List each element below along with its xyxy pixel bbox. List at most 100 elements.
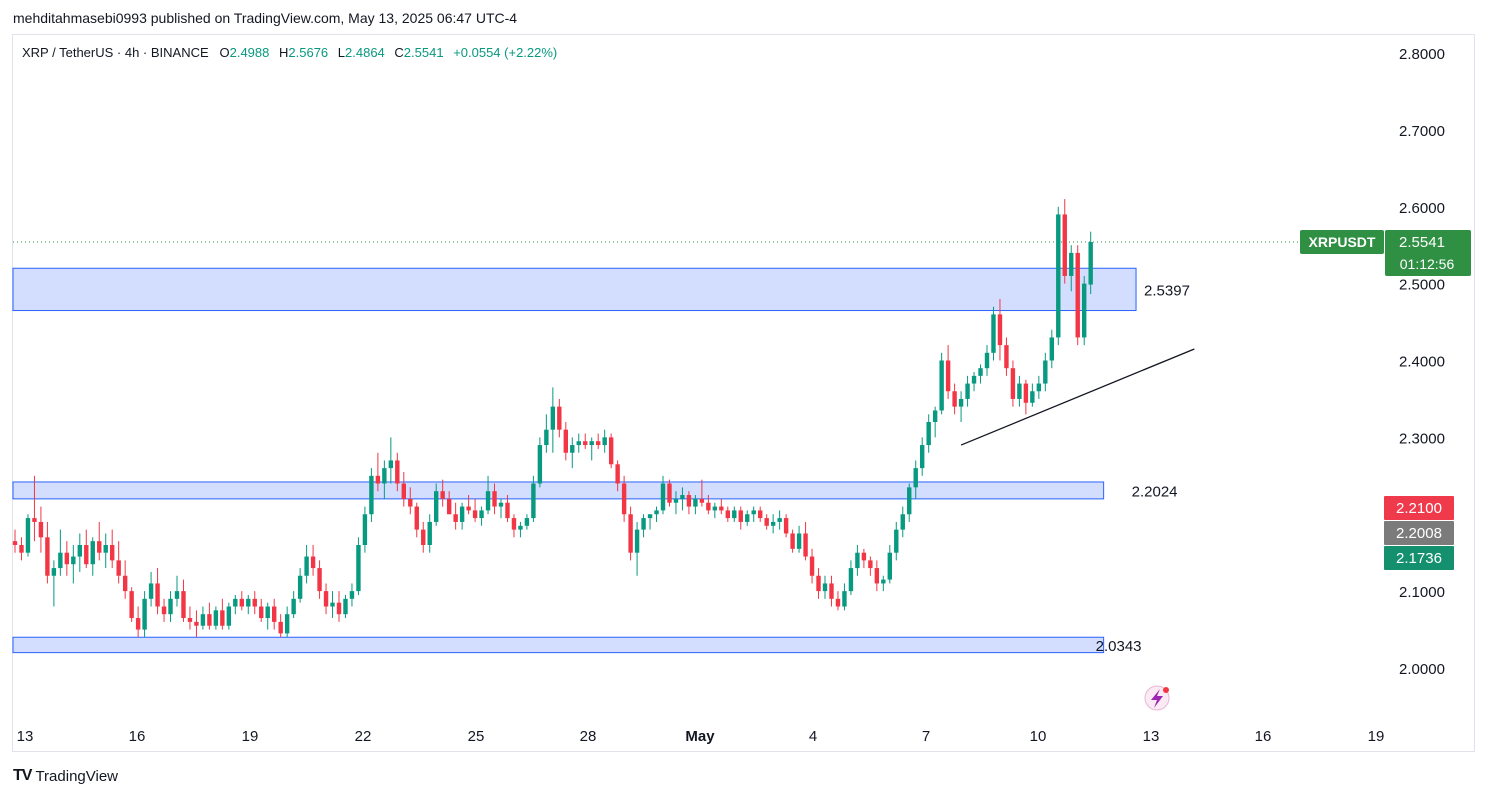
candle-body[interactable] bbox=[706, 502, 711, 511]
candle-body[interactable] bbox=[803, 533, 808, 557]
candle-body[interactable] bbox=[200, 614, 206, 626]
candle-body[interactable] bbox=[148, 583, 154, 599]
candle-body[interactable] bbox=[764, 518, 769, 526]
candle-body[interactable] bbox=[751, 510, 756, 515]
candle-body[interactable] bbox=[1010, 368, 1016, 399]
candle-body[interactable] bbox=[634, 529, 640, 553]
candle-body[interactable] bbox=[842, 591, 847, 607]
candle-body[interactable] bbox=[1049, 337, 1054, 361]
candle-body[interactable] bbox=[654, 510, 659, 515]
candle-body[interactable] bbox=[1062, 214, 1067, 276]
candle-body[interactable] bbox=[45, 537, 50, 576]
candle-body[interactable] bbox=[388, 460, 394, 469]
candle-body[interactable] bbox=[531, 483, 536, 519]
candle-body[interactable] bbox=[932, 410, 938, 422]
candle-body[interactable] bbox=[1069, 252, 1074, 276]
candle-body[interactable] bbox=[135, 618, 141, 630]
candle-body[interactable] bbox=[129, 591, 134, 619]
candle-body[interactable] bbox=[161, 606, 167, 615]
candle-body[interactable] bbox=[868, 560, 873, 569]
candle-body[interactable] bbox=[894, 529, 899, 553]
candle-body[interactable] bbox=[900, 514, 905, 530]
candle-body[interactable] bbox=[712, 506, 718, 511]
candle-body[interactable] bbox=[583, 441, 588, 446]
candle-body[interactable] bbox=[699, 498, 705, 503]
candle-body[interactable] bbox=[557, 406, 562, 430]
trendline[interactable] bbox=[960, 348, 1195, 446]
symbol-name[interactable]: XRP / TetherUS · 4h · BINANCE bbox=[22, 45, 209, 60]
candle-body[interactable] bbox=[207, 614, 212, 626]
candle-body[interactable] bbox=[453, 514, 458, 522]
candle-body[interactable] bbox=[939, 360, 944, 411]
candle-body[interactable] bbox=[809, 556, 815, 576]
candle-body[interactable] bbox=[310, 556, 316, 569]
candle-body[interactable] bbox=[90, 541, 95, 565]
candle-body[interactable] bbox=[304, 556, 309, 576]
candle-body[interactable] bbox=[291, 598, 296, 615]
candle-body[interactable] bbox=[323, 591, 329, 607]
chart-frame[interactable] bbox=[12, 34, 1475, 752]
candle-body[interactable] bbox=[434, 491, 439, 522]
candle-body[interactable] bbox=[505, 502, 510, 519]
candle-body[interactable] bbox=[427, 521, 432, 545]
candle-body[interactable] bbox=[732, 510, 737, 519]
support-zone[interactable] bbox=[12, 481, 1105, 500]
candle-body[interactable] bbox=[829, 583, 834, 599]
candle-body[interactable] bbox=[278, 621, 283, 634]
candle-body[interactable] bbox=[103, 545, 108, 553]
candle-body[interactable] bbox=[51, 568, 57, 576]
candle-body[interactable] bbox=[913, 468, 918, 488]
candle-body[interactable] bbox=[602, 437, 607, 446]
candle-body[interactable] bbox=[1004, 345, 1009, 369]
candle-body[interactable] bbox=[466, 506, 471, 511]
candle-body[interactable] bbox=[563, 429, 568, 453]
candle-body[interactable] bbox=[920, 445, 925, 469]
candle-body[interactable] bbox=[673, 498, 679, 503]
candle-body[interactable] bbox=[330, 602, 335, 607]
candle-body[interactable] bbox=[511, 518, 517, 530]
candle-body[interactable] bbox=[576, 441, 581, 446]
candle-body[interactable] bbox=[142, 598, 147, 630]
candle-body[interactable] bbox=[965, 383, 970, 399]
candle-body[interactable] bbox=[485, 491, 491, 511]
candle-body[interactable] bbox=[855, 552, 860, 569]
candle-body[interactable] bbox=[647, 514, 653, 519]
candle-body[interactable] bbox=[155, 583, 160, 607]
candle-body[interactable] bbox=[226, 606, 232, 626]
candle-body[interactable] bbox=[745, 514, 750, 522]
candle-body[interactable] bbox=[246, 598, 251, 607]
candle-body[interactable] bbox=[181, 591, 186, 619]
candle-body[interactable] bbox=[349, 591, 355, 599]
candle-body[interactable] bbox=[174, 591, 180, 599]
candle-body[interactable] bbox=[816, 575, 821, 592]
candle-body[interactable] bbox=[1043, 360, 1048, 384]
candle-body[interactable] bbox=[472, 510, 478, 519]
candle-body[interactable] bbox=[1030, 391, 1035, 403]
candle-body[interactable] bbox=[187, 618, 193, 622]
candle-body[interactable] bbox=[1082, 283, 1087, 338]
candle-body[interactable] bbox=[881, 579, 886, 584]
candle-body[interactable] bbox=[524, 518, 530, 526]
candle-body[interactable] bbox=[777, 518, 782, 522]
candle-body[interactable] bbox=[1088, 242, 1093, 285]
support-zone[interactable] bbox=[12, 636, 1105, 654]
candle-body[interactable] bbox=[544, 429, 549, 446]
candle-body[interactable] bbox=[550, 406, 556, 430]
candle-body[interactable] bbox=[168, 598, 173, 615]
candle-body[interactable] bbox=[570, 445, 575, 453]
candle-body[interactable] bbox=[835, 598, 841, 607]
candle-body[interactable] bbox=[693, 498, 698, 507]
candle-body[interactable] bbox=[498, 502, 504, 507]
candle-body[interactable] bbox=[97, 541, 102, 553]
candle-body[interactable] bbox=[259, 606, 264, 619]
candle-body[interactable] bbox=[19, 545, 24, 553]
candle-body[interactable] bbox=[272, 606, 277, 622]
candle-body[interactable] bbox=[343, 598, 348, 615]
candle-body[interactable] bbox=[1036, 383, 1042, 392]
candle-body[interactable] bbox=[239, 598, 244, 607]
candle-body[interactable] bbox=[492, 491, 497, 507]
candle-body[interactable] bbox=[608, 437, 614, 465]
candle-body[interactable] bbox=[1056, 214, 1061, 338]
candle-body[interactable] bbox=[317, 568, 322, 592]
